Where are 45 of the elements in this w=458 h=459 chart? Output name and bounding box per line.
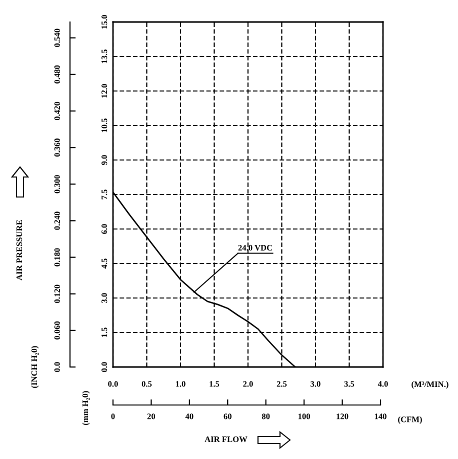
y-tick-label: 3.0 xyxy=(102,293,108,303)
annotation: 24.0 VDC xyxy=(238,244,272,251)
y2-tick-label: 0.300 xyxy=(54,175,60,194)
y2-tick-label: 0.0 xyxy=(54,362,60,372)
x-tick-label: 3.0 xyxy=(310,381,320,387)
x2-axis-title: (CFM) xyxy=(398,416,422,424)
y-axis-title: (mm H₂0) xyxy=(82,391,90,426)
x-tick-label: 0.5 xyxy=(142,381,152,387)
x-axis-title: (M³/MIN.) xyxy=(412,381,448,389)
x-tick-label: 3.5 xyxy=(344,381,354,387)
x2-tick-label: 80 xyxy=(262,414,270,420)
y2-tick-label: 0.240 xyxy=(54,212,60,230)
y2-tick-label: 0.060 xyxy=(54,321,60,340)
y2-tick-label: 0.420 xyxy=(54,102,60,120)
x2-tick-label: 20 xyxy=(147,414,156,420)
y-tick-label: 12.0 xyxy=(102,84,108,98)
x2-tick-label: 100 xyxy=(298,414,310,420)
y-tick-label: 15.0 xyxy=(102,15,108,29)
x-tick-label: 1.5 xyxy=(210,381,220,387)
y-tick-label: 6.0 xyxy=(102,224,108,234)
x-tick-label: 4.0 xyxy=(378,381,388,387)
x-tick-label: 1.0 xyxy=(176,381,186,387)
y-tick-label: 4.5 xyxy=(102,258,108,269)
text: AIR PRESSURE xyxy=(16,220,22,280)
y-tick-label: 1.5 xyxy=(102,328,108,338)
y2-axis-title: (INCH H₂0) xyxy=(31,346,39,388)
x2-tick-label: 0 xyxy=(111,414,115,420)
y-tick-label: 9.0 xyxy=(102,155,108,165)
x2-tick-label: 120 xyxy=(336,414,348,420)
x2-tick-label: 40 xyxy=(185,414,194,420)
y-tick-label: 0.0 xyxy=(102,362,108,372)
x-tick-label: 0.0 xyxy=(108,381,118,387)
x2-tick-label: 60 xyxy=(224,414,232,420)
y-tick-label: 10.5 xyxy=(102,118,108,132)
text: AIR FLOW xyxy=(204,436,248,442)
y2-tick-label: 0.360 xyxy=(54,138,60,157)
y-tick-label: 7.5 xyxy=(102,190,108,200)
x2-tick-label: 140 xyxy=(374,414,386,420)
x-tick-label: 2.0 xyxy=(243,381,253,387)
y2-tick-label: 0.120 xyxy=(54,284,60,303)
y2-tick-label: 0.540 xyxy=(54,28,60,47)
y-tick-label: 13.5 xyxy=(102,50,108,64)
y2-tick-label: 0.180 xyxy=(54,248,60,266)
x-tick-label: 2.5 xyxy=(276,381,287,387)
y2-tick-label: 0.480 xyxy=(54,65,60,84)
